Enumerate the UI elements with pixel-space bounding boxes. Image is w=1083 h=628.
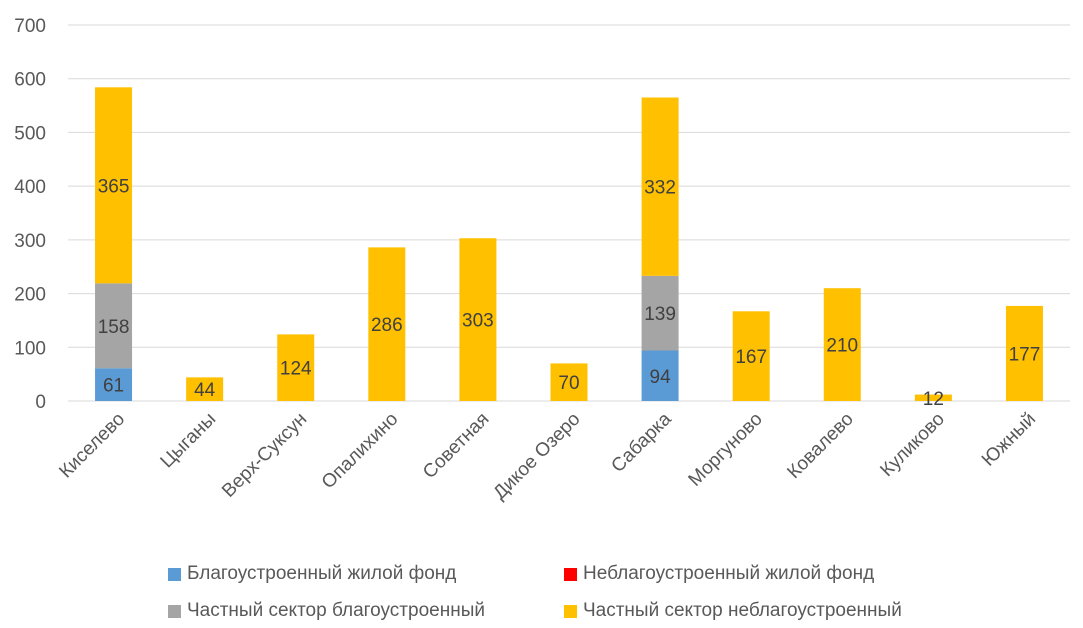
x-category-label: Опалихино <box>318 409 403 494</box>
bar-segment <box>459 238 497 401</box>
legend-swatch <box>168 604 181 618</box>
legend-swatch <box>168 567 181 581</box>
y-tick-label: 500 <box>14 123 46 144</box>
bar-segment <box>95 87 133 284</box>
bar-segment <box>1005 305 1043 401</box>
y-axis-tick-labels: 0 100 200 300 400 500 600 700 <box>14 16 46 413</box>
x-category-label: Сабарка <box>607 408 675 476</box>
data-label: 365 <box>98 176 130 197</box>
legend-item-series-3: Частный сектор неблагоустроенный <box>564 600 902 622</box>
y-tick-label: 0 <box>35 392 46 413</box>
data-label: 158 <box>98 317 130 338</box>
data-label: 286 <box>371 315 403 336</box>
x-category-label: Цыганы <box>157 409 221 473</box>
data-label: 167 <box>735 347 767 368</box>
legend-item-series-1: Неблагоустроенный жилой фонд <box>564 563 874 585</box>
bar-segment <box>641 275 679 351</box>
x-category-label: Киселево <box>55 409 129 483</box>
x-category-label: Южный <box>978 409 1040 471</box>
data-label: 94 <box>650 367 672 388</box>
bar-segment <box>186 377 224 401</box>
x-category-label: Куликово <box>876 409 948 481</box>
legend-item-series-0: Благоустроенный жилой фонд <box>168 563 456 585</box>
data-label: 177 <box>1009 344 1041 365</box>
legend-label: Частный сектор неблагоустроенный <box>583 600 902 621</box>
x-category-label: Советная <box>419 409 493 483</box>
bar-segment <box>823 288 861 401</box>
x-category-label: Верх-Суксун <box>218 409 311 502</box>
data-label: 332 <box>644 178 676 199</box>
data-label: 61 <box>103 376 124 397</box>
legend-label: Неблагоустроенный жилой фонд <box>583 563 875 584</box>
bar-segment <box>277 334 315 401</box>
y-tick-label: 700 <box>14 16 46 37</box>
legend-label: Благоустроенный жилой фонд <box>187 563 457 584</box>
legend-label: Частный сектор благоустроенный <box>187 600 485 621</box>
data-label: 124 <box>280 359 312 380</box>
stacked-bar-chart: 0 100 200 300 400 500 600 700 61 158 365 44 124 286 3… <box>14 16 1070 504</box>
y-tick-label: 600 <box>14 70 46 91</box>
bar-segment <box>368 247 406 401</box>
legend-swatch <box>564 604 577 618</box>
data-labels: 61 158 365 44 124 286 303 70 94 139 332 167 210 12 177 <box>98 176 1041 409</box>
y-tick-label: 300 <box>14 231 46 252</box>
data-label: 303 <box>462 311 494 332</box>
y-tick-label: 400 <box>14 177 46 198</box>
bar-segment <box>550 363 588 401</box>
data-label: 139 <box>644 304 676 325</box>
data-label: 210 <box>826 336 858 357</box>
legend-item-series-2: Частный сектор благоустроенный <box>168 600 485 622</box>
x-category-label: Ковалево <box>783 409 857 483</box>
gridlines <box>68 24 1070 402</box>
bars <box>95 87 1043 401</box>
x-category-label: Дикое Озеро <box>489 409 584 504</box>
bar-segment <box>641 350 679 401</box>
bar-segment <box>732 311 770 401</box>
bar-segment <box>641 97 679 276</box>
data-label: 12 <box>923 389 944 410</box>
data-label: 44 <box>194 380 216 401</box>
bar-segment <box>95 368 133 401</box>
y-tick-label: 200 <box>14 285 46 306</box>
bar-segment <box>914 394 952 401</box>
x-category-label: Моргуново <box>685 409 767 491</box>
legend-swatch <box>564 567 577 581</box>
data-label: 70 <box>558 373 579 394</box>
bar-segment <box>95 283 133 369</box>
y-tick-label: 100 <box>14 338 46 359</box>
